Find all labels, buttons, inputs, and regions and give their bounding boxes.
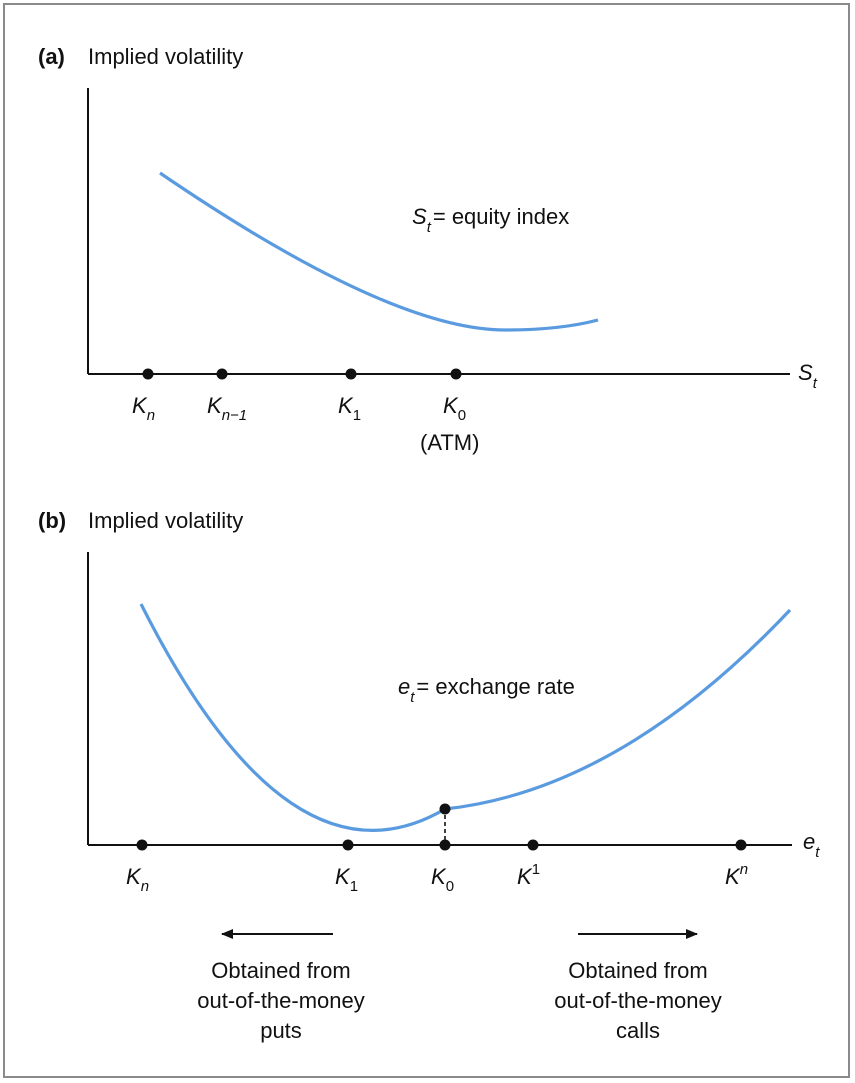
panel-b-strike-label-k-sup-1: K1 <box>517 861 540 889</box>
panel-b-y-axis-label: Implied volatility <box>88 508 243 533</box>
panel-a-atm-label: (ATM) <box>420 430 479 455</box>
panel-a-strike-point-k1 <box>345 368 357 380</box>
panel-b-strike-label-k0: K0 <box>431 864 454 895</box>
panel-b-strike-label-kn: Kn <box>126 864 149 895</box>
panel-b-volatility-smile-curve <box>139 603 792 832</box>
panel-a-volatility-smile-curve <box>159 171 599 332</box>
panel-b-strike-point-k1 <box>342 839 354 851</box>
panel-b-left-note-line-2: out-of-the-money <box>197 988 365 1013</box>
panel-b-left-note: Obtained from out-of-the-money puts <box>197 958 365 1043</box>
panel-b-strike-label-k-sup-n: Kn <box>725 861 748 889</box>
panel-a-y-axis-label: Implied volatility <box>88 44 243 69</box>
panel-b-left-note-line-3: puts <box>260 1018 302 1043</box>
panel-b: (b) Implied volatility et et= exchange r… <box>38 508 820 1043</box>
panel-a-curve-label: St= equity index <box>412 204 569 236</box>
panel-b-left-note-line-1: Obtained from <box>211 958 350 983</box>
panel-b-strike-point-k-sup-n <box>735 839 747 851</box>
panel-a-strike-label-k0: K0 <box>443 393 466 424</box>
panel-a-tag: (a) <box>38 44 65 69</box>
panel-a-strike-point-kn-1 <box>216 368 228 380</box>
panel-b-curve-label: et= exchange rate <box>398 674 575 706</box>
figure-frame <box>3 3 850 1078</box>
panel-b-atm-curve-point <box>439 803 451 815</box>
panel-a-strike-label-kn: Kn <box>132 393 155 424</box>
panel-a-strike-label-k1: K1 <box>338 393 361 424</box>
panel-a: (a) Implied volatility St St= equity ind… <box>38 44 818 455</box>
panel-b-right-note-line-3: calls <box>616 1018 660 1043</box>
panel-b-strike-point-k0 <box>439 839 451 851</box>
panel-b-right-note-line-1: Obtained from <box>568 958 707 983</box>
panel-b-strike-point-kn <box>136 839 148 851</box>
panel-a-strike-point-kn <box>142 368 154 380</box>
panel-b-tag: (b) <box>38 508 66 533</box>
panel-b-strike-point-k-sup-1 <box>527 839 539 851</box>
panel-a-strike-label-kn-1: Kn−1 <box>207 393 247 424</box>
panel-b-right-note-line-2: out-of-the-money <box>554 988 722 1013</box>
panel-a-x-axis-label: St <box>798 360 818 392</box>
panel-a-strike-point-k0 <box>450 368 462 380</box>
panel-b-strike-label-k1: K1 <box>335 864 358 895</box>
panel-b-x-axis-label: et <box>803 829 820 861</box>
panel-b-right-note: Obtained from out-of-the-money calls <box>554 958 722 1043</box>
